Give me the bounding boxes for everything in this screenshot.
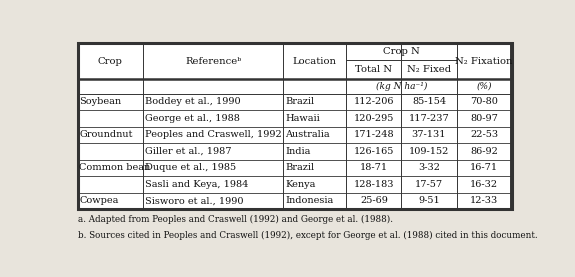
Text: Sisworo et al., 1990: Sisworo et al., 1990: [145, 196, 243, 206]
Text: a. Adapted from Peoples and Craswell (1992) and George et al. (1988).: a. Adapted from Peoples and Craswell (19…: [78, 214, 393, 224]
Text: Australia: Australia: [285, 130, 329, 139]
Text: 117-237: 117-237: [409, 114, 449, 123]
Text: Giller et al., 1987: Giller et al., 1987: [145, 147, 231, 156]
Text: Brazil: Brazil: [285, 97, 315, 106]
Text: 85-154: 85-154: [412, 97, 446, 106]
Text: 109-152: 109-152: [409, 147, 449, 156]
Text: 171-248: 171-248: [354, 130, 394, 139]
Text: India: India: [285, 147, 310, 156]
Text: (kg N ha⁻¹): (kg N ha⁻¹): [375, 82, 427, 91]
Text: Soybean: Soybean: [79, 97, 121, 106]
Text: 86-92: 86-92: [470, 147, 498, 156]
Text: Duque et al., 1985: Duque et al., 1985: [145, 163, 236, 172]
Text: 37-131: 37-131: [412, 130, 446, 139]
Text: 16-32: 16-32: [470, 180, 498, 189]
Text: 126-165: 126-165: [354, 147, 394, 156]
Text: Cowpea: Cowpea: [79, 196, 119, 206]
Text: N₂ Fixation: N₂ Fixation: [455, 57, 513, 66]
Text: Location: Location: [293, 57, 337, 66]
Bar: [78, 43, 512, 209]
Text: Peoples and Craswell, 1992: Peoples and Craswell, 1992: [145, 130, 282, 139]
Text: 17-57: 17-57: [415, 180, 443, 189]
Text: 120-295: 120-295: [354, 114, 394, 123]
Text: 9-51: 9-51: [418, 196, 440, 206]
Bar: [78, 43, 512, 209]
Text: Crop: Crop: [98, 57, 123, 66]
Bar: [79, 44, 510, 208]
Text: 25-69: 25-69: [360, 196, 388, 206]
Text: 12-33: 12-33: [470, 196, 499, 206]
Text: 18-71: 18-71: [360, 163, 388, 172]
Text: 112-206: 112-206: [354, 97, 394, 106]
Text: Sasli and Keya, 1984: Sasli and Keya, 1984: [145, 180, 248, 189]
Text: N₂ Fixed: N₂ Fixed: [407, 65, 451, 75]
Text: 16-71: 16-71: [470, 163, 498, 172]
Text: 128-183: 128-183: [354, 180, 394, 189]
Text: Referenceᵇ: Referenceᵇ: [185, 57, 242, 66]
Text: Boddey et al., 1990: Boddey et al., 1990: [145, 97, 240, 106]
Text: 3-32: 3-32: [418, 163, 440, 172]
Text: Crop N: Crop N: [383, 47, 420, 56]
Text: 80-97: 80-97: [470, 114, 498, 123]
Text: Common bean: Common bean: [79, 163, 151, 172]
Text: Groundnut: Groundnut: [79, 130, 133, 139]
Text: Brazil: Brazil: [285, 163, 315, 172]
Text: Indonesia: Indonesia: [285, 196, 333, 206]
Text: (%): (%): [476, 82, 492, 91]
Text: Kenya: Kenya: [285, 180, 316, 189]
Text: Total N: Total N: [355, 65, 392, 75]
Text: 70-80: 70-80: [470, 97, 498, 106]
Text: Hawaii: Hawaii: [285, 114, 320, 123]
Text: b. Sources cited in Peoples and Craswell (1992), except for George et al. (1988): b. Sources cited in Peoples and Craswell…: [78, 230, 537, 240]
Text: 22-53: 22-53: [470, 130, 498, 139]
Text: George et al., 1988: George et al., 1988: [145, 114, 240, 123]
